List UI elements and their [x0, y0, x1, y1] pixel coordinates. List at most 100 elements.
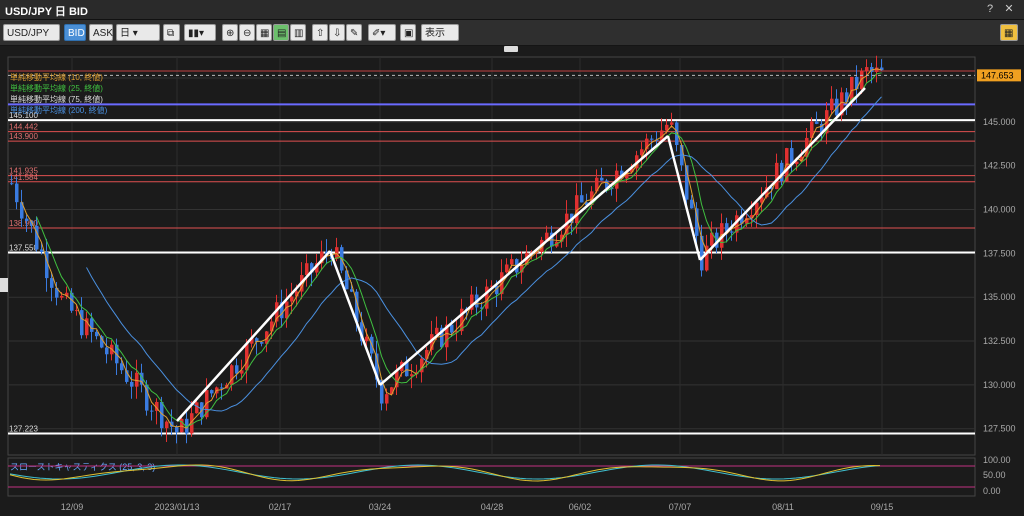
- horizontal-line-label: 127.223: [9, 425, 38, 434]
- collapse-handle[interactable]: [504, 46, 518, 52]
- indicator-legend: 単純移動平均線 (75, 終値): [10, 94, 103, 104]
- date-axis-label: 09/15: [871, 502, 894, 512]
- candle-body: [720, 223, 724, 248]
- candle-body: [265, 331, 269, 344]
- candle-body: [815, 121, 819, 124]
- price-chart[interactable]: 147.500145.000142.500140.000137.500135.0…: [0, 46, 1024, 516]
- candle-body: [865, 67, 869, 72]
- candle-body: [710, 232, 714, 246]
- candle-body: [850, 76, 854, 103]
- candle-body: [310, 263, 314, 273]
- candle-body: [770, 187, 774, 190]
- date-axis-label: 12/09: [61, 502, 84, 512]
- draw-tool-icon[interactable]: ✐▾: [368, 24, 396, 41]
- candle-body: [40, 249, 44, 253]
- candle-body: [235, 365, 239, 374]
- bid-button[interactable]: BID: [64, 24, 86, 41]
- candle-body: [745, 218, 749, 224]
- candle-body: [450, 324, 454, 333]
- price-axis-label: 140.000: [983, 205, 1016, 215]
- date-axis-label: 03/24: [369, 502, 392, 512]
- candle-body: [845, 92, 849, 103]
- oscillator-pane-frame: [7, 457, 976, 497]
- candle-body: [410, 374, 414, 377]
- candle-body: [190, 413, 194, 434]
- candle-body: [445, 324, 449, 348]
- order-edit-icon[interactable]: ✎: [346, 24, 362, 41]
- table-icon[interactable]: ▥: [290, 24, 306, 41]
- candle-body: [75, 310, 79, 312]
- compare-icon[interactable]: ⧉: [163, 24, 180, 41]
- candle-body: [175, 426, 179, 433]
- candle-body: [480, 307, 484, 309]
- candle-body: [60, 295, 64, 298]
- candle-body: [270, 321, 274, 332]
- stochastic-d-line: [9, 464, 881, 482]
- candle-body: [255, 338, 259, 343]
- candle-body: [460, 308, 464, 332]
- candle-body: [185, 418, 189, 434]
- candle-body: [155, 401, 159, 411]
- candle-body: [505, 264, 509, 273]
- candle-body: [55, 287, 59, 298]
- candle-body: [775, 162, 779, 190]
- candle-body: [305, 263, 309, 276]
- candle-body: [645, 138, 649, 150]
- oscillator-axis-label: 0.00: [983, 486, 1001, 496]
- candle-body: [90, 318, 94, 332]
- candle-body: [100, 336, 104, 348]
- candle-body: [280, 302, 284, 319]
- candle-body: [435, 327, 439, 335]
- close-icon[interactable]: ✕: [1004, 3, 1014, 15]
- candle-body: [230, 365, 234, 386]
- candle-body: [545, 232, 549, 240]
- candle-body: [795, 161, 799, 165]
- date-axis-label: 06/02: [569, 502, 592, 512]
- candle-body: [780, 162, 784, 182]
- price-axis-label: 137.500: [983, 248, 1016, 258]
- grid-icon[interactable]: ▦: [256, 24, 272, 41]
- candle-body: [875, 67, 879, 72]
- candle-body: [195, 402, 199, 414]
- candle-body: [600, 177, 604, 181]
- ask-button[interactable]: ASK: [89, 24, 113, 41]
- candle-body: [20, 202, 24, 219]
- order-sell-icon[interactable]: ⇩: [329, 24, 345, 41]
- indicator-legend: 単純移動平均線 (25, 終値): [10, 83, 103, 93]
- panel-icon[interactable]: ▤: [273, 24, 289, 41]
- candle-body: [150, 410, 154, 412]
- candle-body: [725, 223, 729, 232]
- chart-type-icon[interactable]: ▮▮▾: [184, 24, 216, 41]
- horizontal-line-label: 137.550: [9, 243, 38, 252]
- candle-body: [755, 202, 759, 216]
- candle-body: [520, 264, 524, 273]
- zoom-out-icon[interactable]: ⊖: [239, 24, 255, 41]
- order-buy-icon[interactable]: ⇧: [312, 24, 328, 41]
- screenshot-icon[interactable]: ▣: [400, 24, 416, 41]
- display-menu[interactable]: 表示 ▼: [421, 24, 459, 56]
- candle-body: [495, 285, 499, 295]
- candle-body: [455, 331, 459, 333]
- trend-line: [328, 250, 382, 386]
- candle-body: [690, 199, 694, 209]
- candle-body: [655, 139, 659, 141]
- layout-icon[interactable]: ▦: [1000, 24, 1018, 41]
- candle-body: [375, 353, 379, 380]
- help-icon[interactable]: ?: [986, 3, 994, 15]
- candle-body: [365, 336, 369, 342]
- candle-body: [395, 371, 399, 388]
- zoom-in-icon[interactable]: ⊕: [222, 24, 238, 41]
- side-handle[interactable]: [0, 278, 8, 292]
- candle-body: [490, 285, 494, 287]
- symbol-select[interactable]: USD/JPY ▾: [3, 24, 60, 56]
- candle-body: [105, 347, 109, 355]
- candle-body: [670, 122, 674, 125]
- period-select[interactable]: 日 ▾: [116, 24, 160, 41]
- candle-body: [355, 291, 359, 323]
- candle-body: [315, 263, 319, 273]
- candle-body: [760, 197, 764, 203]
- candle-body: [685, 165, 689, 200]
- candle-body: [595, 177, 599, 192]
- candle-body: [80, 310, 84, 336]
- candle-body: [35, 225, 39, 250]
